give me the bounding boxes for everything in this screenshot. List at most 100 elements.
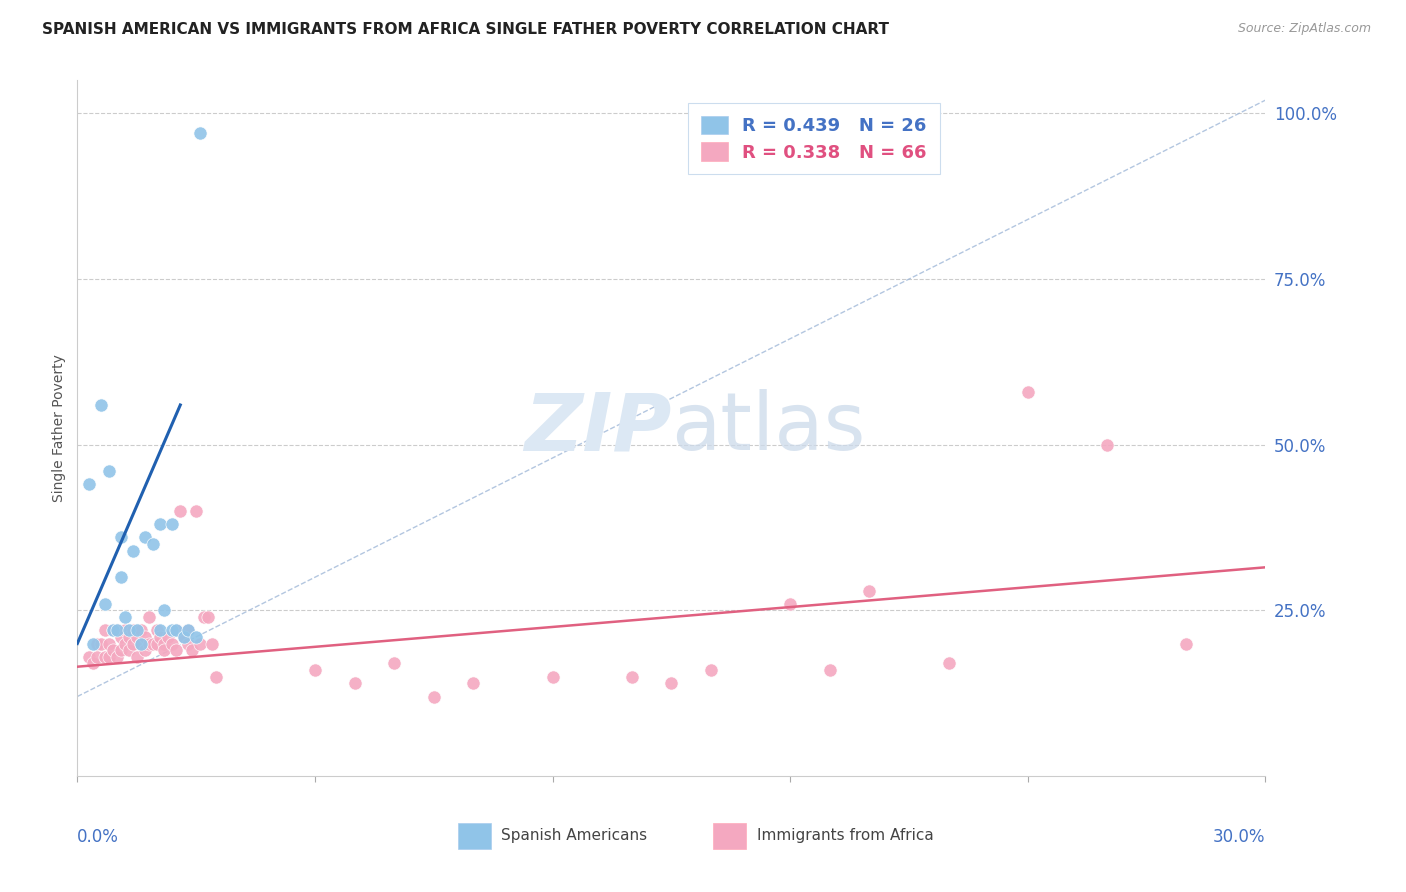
Point (118, 643, 141, 657)
Point (98, 636, 121, 650)
Point (541, 670, 564, 684)
Point (620, 670, 643, 684)
Text: Immigrants from Africa: Immigrants from Africa (756, 828, 934, 843)
Point (105, 649, 128, 664)
Point (142, 537, 165, 551)
Point (94, 649, 117, 664)
Point (157, 630, 180, 644)
Text: ZIP: ZIP (524, 389, 672, 467)
Text: 30.0%: 30.0% (1213, 828, 1265, 847)
Text: SPANISH AMERICAN VS IMMIGRANTS FROM AFRICA SINGLE FATHER POVERTY CORRELATION CHA: SPANISH AMERICAN VS IMMIGRANTS FROM AFRI… (42, 22, 889, 37)
Point (125, 624, 148, 638)
Y-axis label: Single Father Poverty: Single Father Poverty (52, 354, 66, 502)
Point (138, 636, 160, 650)
Point (162, 517, 184, 532)
Text: Spanish Americans: Spanish Americans (502, 828, 648, 843)
Point (173, 630, 195, 644)
Point (177, 624, 200, 638)
Text: atlas: atlas (672, 389, 866, 467)
Point (118, 624, 141, 638)
Point (94, 597, 117, 611)
FancyBboxPatch shape (713, 822, 747, 849)
Point (77, 649, 100, 664)
Point (118, 630, 141, 644)
Point (818, 663, 841, 677)
Point (105, 624, 128, 638)
Point (149, 624, 172, 638)
Point (110, 570, 132, 584)
Point (153, 636, 176, 650)
Point (162, 636, 184, 650)
Point (134, 630, 156, 644)
Point (101, 624, 124, 638)
Point (938, 657, 960, 671)
Point (858, 583, 880, 598)
Point (145, 636, 167, 650)
Point (153, 603, 176, 617)
Point (165, 624, 187, 638)
Point (121, 543, 143, 558)
Point (114, 624, 136, 638)
Point (177, 636, 200, 650)
Point (193, 610, 215, 624)
Point (149, 630, 172, 644)
Point (129, 636, 152, 650)
Text: 0.0%: 0.0% (77, 828, 120, 847)
Point (90, 398, 112, 412)
Point (173, 630, 195, 644)
Point (129, 636, 152, 650)
Point (86, 649, 108, 664)
Point (86, 636, 108, 650)
Point (142, 636, 165, 650)
Point (121, 636, 143, 650)
Point (101, 643, 124, 657)
Point (197, 610, 219, 624)
Point (110, 531, 132, 545)
Point (134, 643, 156, 657)
Point (121, 624, 143, 638)
FancyBboxPatch shape (457, 822, 491, 849)
Point (188, 126, 211, 140)
Point (343, 676, 366, 690)
Point (114, 636, 136, 650)
Point (186, 504, 208, 518)
Point (201, 636, 224, 650)
Point (77, 477, 100, 491)
Point (1095, 438, 1118, 452)
Point (98, 464, 121, 478)
Point (181, 643, 204, 657)
Point (205, 670, 228, 684)
Point (165, 643, 187, 657)
Point (423, 690, 446, 704)
Point (177, 624, 200, 638)
Point (463, 676, 485, 690)
Point (101, 624, 124, 638)
Point (382, 657, 405, 671)
Point (138, 610, 160, 624)
Point (94, 624, 117, 638)
Point (165, 624, 187, 638)
Point (1175, 636, 1198, 650)
Point (661, 676, 683, 690)
Point (82, 657, 104, 671)
Point (186, 630, 208, 644)
Point (153, 643, 176, 657)
Point (145, 624, 167, 638)
Point (110, 643, 132, 657)
Text: Source: ZipAtlas.com: Source: ZipAtlas.com (1237, 22, 1371, 36)
Point (1017, 384, 1039, 399)
Point (90, 636, 112, 650)
Legend: R = 0.439   N = 26, R = 0.338   N = 66: R = 0.439 N = 26, R = 0.338 N = 66 (689, 103, 939, 175)
Point (105, 624, 128, 638)
Point (304, 663, 326, 677)
Point (149, 517, 172, 532)
Point (125, 630, 148, 644)
Point (169, 504, 191, 518)
Point (114, 610, 136, 624)
Point (98, 649, 121, 664)
Point (110, 630, 132, 644)
Point (125, 649, 148, 664)
Point (134, 531, 156, 545)
Point (162, 624, 184, 638)
Point (82, 636, 104, 650)
